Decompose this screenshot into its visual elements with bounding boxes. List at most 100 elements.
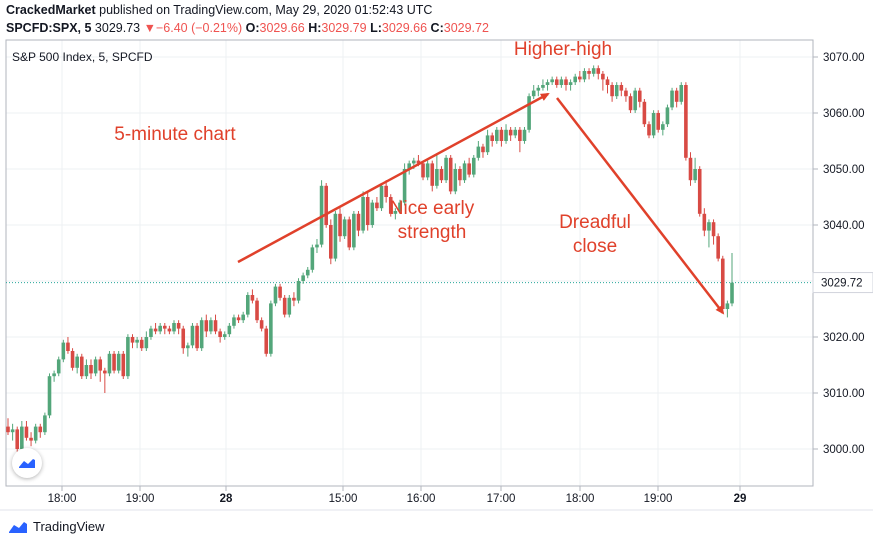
candle-down [130, 337, 135, 343]
candle-down [720, 258, 725, 309]
candle-up [670, 90, 674, 108]
candle-down [596, 68, 601, 74]
candle-up [126, 337, 130, 377]
candle-down [176, 323, 181, 329]
candle-down [499, 129, 504, 141]
candle-down [255, 300, 259, 321]
candle-up [614, 85, 619, 97]
candle-up [541, 85, 545, 88]
candle-down [195, 325, 199, 349]
candle-up [10, 429, 15, 433]
candle-down [508, 129, 513, 136]
candle-down [15, 429, 20, 449]
x-tick-label: 17:00 [487, 493, 516, 505]
candle-down [467, 163, 471, 175]
y-tick-label: 3000.00 [823, 444, 865, 456]
candle-up [361, 197, 365, 231]
chart-grid [6, 40, 813, 486]
candle-up [190, 325, 195, 346]
candle-down [329, 225, 333, 259]
candle-up [61, 342, 66, 360]
candle-up [435, 169, 439, 186]
candle-down [153, 328, 158, 332]
candle-up [149, 328, 153, 337]
candle-up [158, 325, 162, 332]
high-label: H: [308, 21, 322, 35]
candle-up [273, 286, 278, 304]
candle-down [338, 213, 342, 237]
candle-down [642, 101, 647, 125]
author-name[interactable]: CrackedMarket [6, 3, 96, 17]
candle-up [56, 359, 61, 374]
candle-up [545, 82, 550, 85]
annotation-dreadful-close: close [573, 236, 617, 257]
publish-info: CrackedMarket published on TradingView.c… [6, 3, 432, 17]
candle-up [333, 213, 338, 259]
candle-down [347, 219, 352, 248]
change-down-icon: ▼ [143, 21, 156, 35]
candle-up [568, 82, 573, 85]
candle-down [98, 359, 103, 371]
candle-up [296, 281, 301, 301]
candle-up [407, 163, 411, 169]
candle-up [199, 320, 204, 349]
candle-up [531, 90, 536, 97]
candles-group [6, 65, 734, 452]
x-tick-label: 19:00 [126, 493, 155, 505]
tradingview-logo-bubble[interactable] [12, 448, 42, 478]
candle-down [421, 163, 425, 178]
tradingview-brand[interactable]: TradingView [8, 519, 105, 534]
current-price-label: 3029.72 [821, 278, 863, 290]
plot-border [5, 39, 814, 487]
candle-down [278, 286, 282, 298]
candle-down [282, 297, 287, 315]
candle-up [93, 359, 98, 374]
price-axis: 3000.003010.003020.003030.003040.003050.… [812, 52, 873, 456]
candle-up [232, 317, 236, 326]
ohlc-info: SPCFD:SPX, 5 3029.73 ▼−6.40 (−0.21%) O:3… [6, 21, 489, 35]
candle-down [448, 157, 453, 192]
candle-down [38, 426, 43, 433]
candle-up [20, 426, 24, 449]
candle-down [637, 90, 642, 102]
candle-down [204, 320, 209, 332]
arrow-up-trend [237, 92, 550, 264]
candle-down [103, 370, 107, 374]
candle-down [181, 328, 186, 349]
candle-down [264, 328, 269, 354]
candle-down [416, 160, 421, 164]
candle-down [439, 169, 444, 181]
candle-up [495, 129, 499, 141]
arrow-down-trend [556, 97, 725, 315]
annotation-nice-early-strength: strength [398, 222, 467, 243]
candle-up [43, 415, 47, 433]
candle-up [536, 87, 541, 91]
candle-up [485, 135, 490, 153]
open-label: O: [245, 21, 260, 35]
candle-down [162, 325, 167, 329]
candle-up [559, 79, 564, 85]
candle-down [430, 163, 435, 186]
candle-down [624, 90, 628, 97]
candle-down [458, 169, 462, 181]
candle-down [375, 202, 379, 209]
tradingview-logo-icon [19, 459, 35, 468]
candle-up [52, 373, 56, 377]
candle-down [24, 426, 29, 438]
x-tick-label: 19:00 [644, 493, 673, 505]
candle-up [398, 202, 402, 211]
candle-down [29, 437, 33, 441]
candle-down [121, 353, 126, 377]
candle-up [591, 68, 596, 74]
candle-up [227, 325, 232, 335]
candle-down [250, 295, 255, 301]
candle-up [379, 185, 384, 209]
current-price-box [812, 272, 873, 294]
candle-up [425, 163, 430, 178]
candle-up [550, 79, 554, 83]
candle-down [610, 85, 614, 97]
x-tick-label: 16:00 [407, 493, 436, 505]
tradingview-logo-icon [9, 521, 27, 533]
close-label: C: [430, 21, 444, 35]
